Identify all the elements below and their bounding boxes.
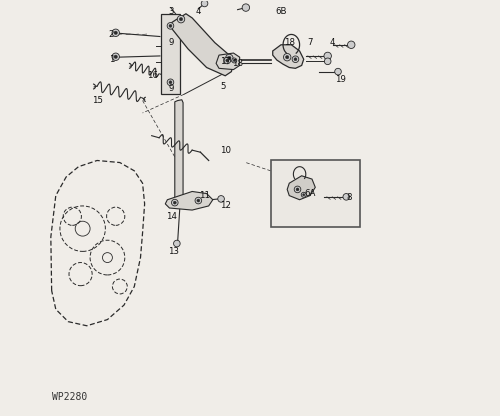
Text: 7: 7 [307, 38, 312, 47]
Circle shape [242, 4, 250, 11]
Text: 6B: 6B [275, 7, 286, 16]
Circle shape [343, 193, 349, 200]
Text: 15: 15 [92, 96, 102, 105]
Polygon shape [170, 14, 234, 76]
Circle shape [169, 81, 172, 84]
Circle shape [232, 58, 237, 63]
Circle shape [174, 201, 176, 204]
Circle shape [226, 54, 233, 62]
Circle shape [178, 15, 184, 23]
Text: 1: 1 [109, 55, 114, 64]
Circle shape [302, 194, 305, 196]
Text: 8: 8 [346, 193, 352, 202]
Text: 6A: 6A [304, 189, 316, 198]
Circle shape [324, 58, 331, 64]
Polygon shape [166, 191, 213, 210]
Circle shape [174, 240, 180, 247]
Circle shape [233, 59, 235, 62]
Circle shape [294, 186, 301, 193]
Circle shape [172, 199, 178, 206]
Circle shape [296, 188, 299, 191]
Text: 16: 16 [148, 71, 158, 80]
Circle shape [226, 59, 229, 62]
Text: 2: 2 [109, 30, 114, 39]
Text: 18: 18 [284, 38, 295, 47]
Circle shape [167, 79, 174, 86]
Text: 9: 9 [169, 38, 174, 47]
Circle shape [201, 0, 208, 7]
Text: 11: 11 [199, 191, 210, 200]
Bar [161, 14, 180, 94]
Circle shape [228, 56, 231, 59]
Circle shape [224, 57, 230, 64]
Circle shape [114, 55, 117, 58]
Circle shape [324, 52, 332, 59]
Text: 14: 14 [166, 212, 177, 221]
Circle shape [301, 192, 306, 197]
Circle shape [195, 197, 202, 204]
Text: 18: 18 [232, 59, 243, 68]
Circle shape [167, 22, 174, 29]
Circle shape [348, 41, 355, 49]
Text: 17: 17 [220, 57, 230, 66]
Text: 9: 9 [169, 84, 174, 93]
Polygon shape [287, 176, 316, 200]
Polygon shape [216, 53, 240, 69]
Bar [270, 161, 360, 227]
Circle shape [286, 55, 289, 59]
Text: 3: 3 [168, 7, 174, 16]
Circle shape [197, 199, 200, 202]
Polygon shape [272, 45, 304, 68]
Circle shape [169, 25, 172, 27]
Text: 10: 10 [220, 146, 230, 155]
Circle shape [284, 53, 291, 61]
Text: WP2280: WP2280 [52, 392, 87, 402]
Text: 12: 12 [220, 201, 230, 210]
Text: 5: 5 [220, 82, 226, 91]
Circle shape [218, 196, 224, 202]
Polygon shape [175, 100, 183, 206]
Circle shape [112, 53, 120, 60]
Circle shape [334, 68, 342, 75]
Text: 19: 19 [336, 75, 346, 84]
Circle shape [112, 29, 120, 37]
Text: 13: 13 [168, 247, 179, 256]
Circle shape [114, 31, 117, 35]
Text: 4: 4 [196, 7, 201, 16]
Text: 4: 4 [330, 38, 336, 47]
Circle shape [180, 17, 182, 21]
Circle shape [292, 56, 299, 62]
Circle shape [294, 58, 297, 61]
